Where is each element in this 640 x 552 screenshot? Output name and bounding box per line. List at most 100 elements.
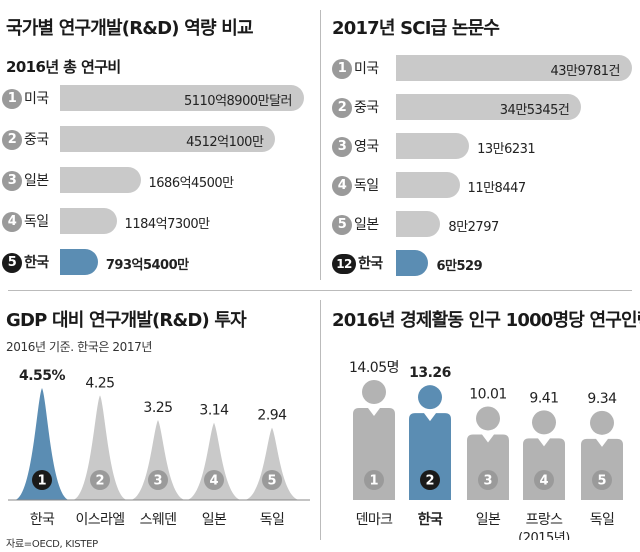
category-label: 프랑스 [526, 512, 564, 528]
data-bar [60, 208, 117, 234]
cone-mark [187, 422, 241, 500]
category-label: 스웨덴 [140, 512, 177, 528]
rank-badge [592, 470, 612, 490]
rank-badge: 1 [332, 59, 352, 79]
rank-badge [534, 470, 554, 490]
row-label: 12 한국 [332, 253, 383, 274]
row-label: 1 미국 [2, 88, 49, 109]
person-bar [409, 413, 451, 500]
chart1-subtitle: 2016년 총 연구비 [6, 58, 121, 76]
country-name: 중국 [354, 100, 379, 116]
country-name: 중국 [24, 132, 49, 148]
value-label: 11만8447 [467, 181, 527, 196]
researchers-chart: 14.05명 1 덴마크 13.26 2 한국 10.01 3 일본 9.41 4 프랑스 (2015년… [349, 360, 623, 540]
category-label: 이스라엘 [75, 512, 124, 528]
row-label: 4 독일 [332, 175, 379, 196]
category-label: 일본 [202, 512, 227, 528]
rank-badge: 2 [332, 98, 352, 118]
person-bar [523, 438, 565, 500]
person-head [362, 380, 386, 404]
country-name: 일본 [24, 173, 49, 189]
value-label: 8만2797 [448, 220, 499, 235]
data-bar [60, 85, 304, 111]
rank-badge [364, 470, 384, 490]
category-label: 일본 [476, 512, 501, 528]
rank-badge: 1 [2, 89, 22, 109]
value-label: 13.26 [409, 365, 451, 381]
rank-number: 3 [483, 474, 492, 489]
rank-badge: 3 [2, 171, 22, 191]
value-label: 1184억7300만 [124, 217, 211, 232]
row-label: 2 중국 [2, 129, 49, 150]
value-label: 1686억4500만 [148, 176, 235, 191]
rank-number: 1 [37, 474, 46, 489]
rank-number: 2 [95, 474, 104, 489]
row-label: 2 중국 [332, 97, 379, 118]
person-head [476, 406, 500, 431]
value-label: 9.34 [587, 391, 617, 407]
row-label: 3 일본 [2, 170, 49, 191]
gdp-rd-chart: 4.55% 1 한국 4.25 2 이스라엘 3.25 3 스웨덴 3.14 4 일본 2.94 5 독일 [8, 368, 310, 528]
chart2-title: 2017년 SCI급 논문수 [332, 18, 500, 39]
row-label: 3 영국 [332, 136, 379, 157]
cone-mark [73, 395, 127, 500]
category-label: 독일 [260, 512, 285, 528]
chart3-note: 2016년 기준. 한국은 2017년 [6, 340, 153, 354]
divider-horizontal [8, 290, 632, 291]
rank-badge [204, 470, 224, 490]
country-name: 한국 [358, 256, 383, 272]
person-head [418, 385, 442, 410]
value-label: 793억5400만 [105, 258, 189, 273]
value-label: 5110억8900만달러 [183, 94, 293, 109]
cone-mark [15, 388, 69, 500]
value-label: 4.25 [85, 375, 114, 391]
rank-number: 3 [153, 474, 162, 489]
value-label: 6만529 [436, 259, 483, 274]
data-bar [396, 250, 429, 276]
category-label: 한국 [30, 512, 55, 528]
value-label: 34만5345건 [499, 103, 570, 118]
row-label: 4 독일 [2, 211, 49, 232]
category-label: 덴마크 [356, 512, 394, 528]
category-label: 한국 [418, 512, 443, 528]
rank-number: 1 [369, 474, 378, 489]
rank-number: 5 [267, 474, 276, 489]
person-head [532, 410, 556, 435]
value-label: 9.41 [529, 390, 558, 406]
divider-vertical-top [320, 10, 321, 280]
rank-badge [32, 470, 52, 490]
value-label: 2.94 [257, 408, 287, 424]
cone-mark [131, 420, 185, 500]
rank-number: 5 [597, 474, 606, 489]
rank-badge: 12 [332, 254, 356, 274]
value-label: 4512억100만 [186, 135, 264, 150]
person-bar [581, 438, 623, 500]
rank-badge: 3 [332, 137, 352, 157]
divider-vertical-bottom [320, 300, 321, 540]
row-label: 5 일본 [332, 214, 379, 235]
value-label: 14.05명 [349, 360, 399, 376]
data-bar [396, 94, 582, 120]
rank-badge [262, 470, 282, 490]
rank-badge: 4 [332, 176, 352, 196]
value-label: 13만6231 [477, 142, 536, 157]
rank-badge: 5 [332, 215, 352, 235]
chart3-title: GDP 대비 연구개발(R&D) 투자 [6, 310, 247, 331]
row-label: 1 미국 [332, 58, 379, 79]
rank-badge: 2 [2, 130, 22, 150]
value-label: 3.25 [143, 400, 172, 416]
value-label: 10.01 [469, 386, 507, 402]
rank-badge: 4 [2, 212, 22, 232]
source-note: 자료=OECD, KISTEP [6, 539, 98, 550]
data-bar [396, 55, 632, 81]
data-bar [60, 126, 276, 152]
country-name: 영국 [354, 139, 379, 155]
data-bar [396, 211, 441, 237]
data-bar [60, 249, 98, 275]
rank-badge [478, 470, 498, 490]
rank-badge [90, 470, 110, 490]
country-name: 미국 [24, 91, 49, 107]
category-label: 독일 [590, 512, 615, 528]
chart1-title: 국가별 연구개발(R&D) 역량 비교 [6, 18, 254, 39]
country-name: 한국 [24, 255, 49, 271]
